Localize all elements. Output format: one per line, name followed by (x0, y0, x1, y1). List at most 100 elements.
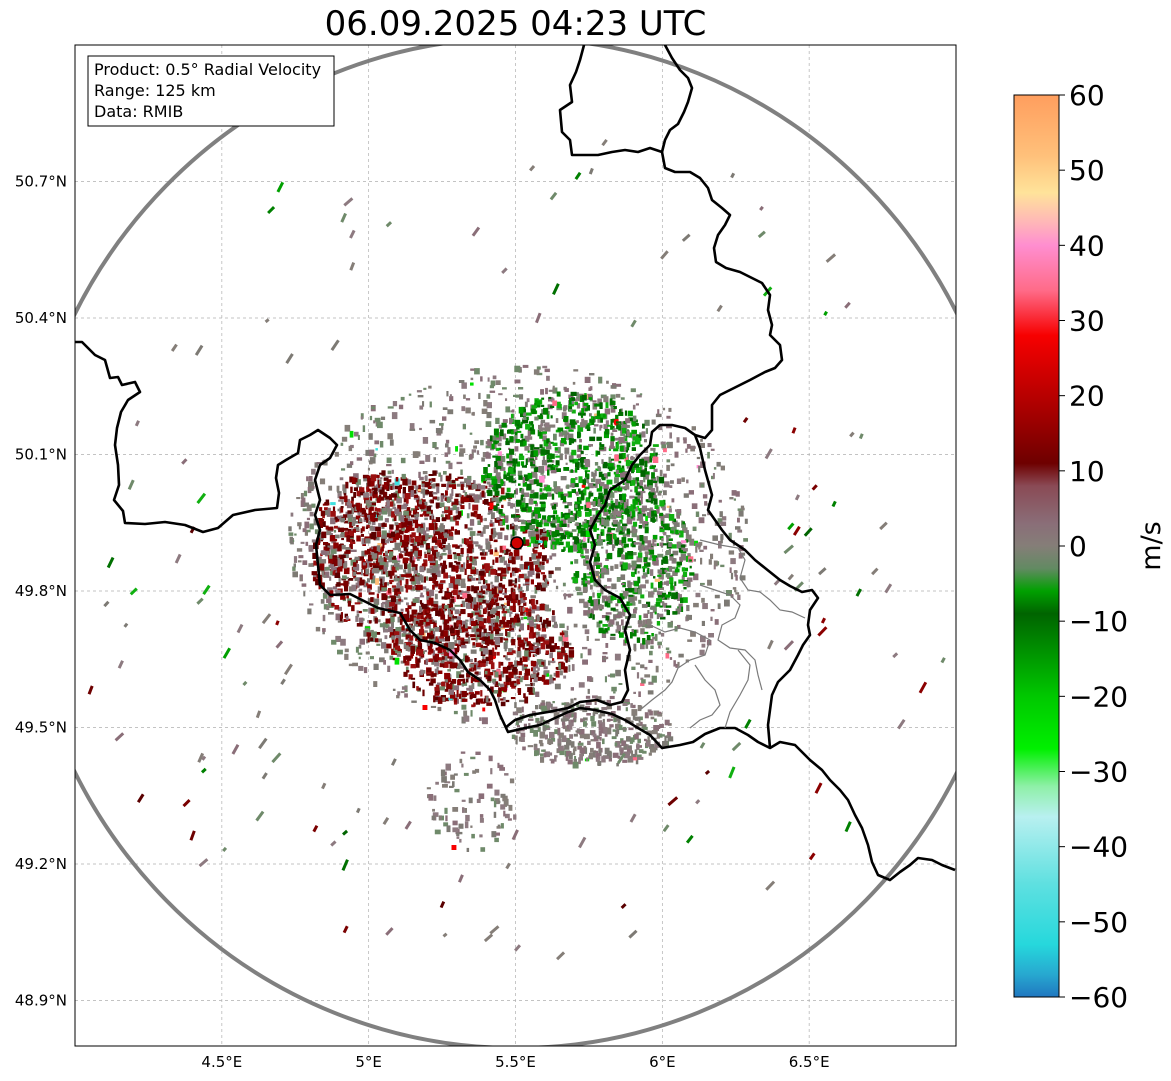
echo-pixel (435, 696, 439, 701)
echo-pixel (609, 619, 615, 625)
echo-pixel (421, 480, 426, 488)
echo-pixel (480, 624, 484, 630)
echo-pixel (633, 647, 637, 652)
echo-pixel (550, 415, 553, 419)
echo-pixel (433, 637, 436, 642)
echo-pixel (492, 647, 495, 653)
echo-pixel (494, 461, 498, 468)
echo-pixel (636, 672, 640, 679)
echo-pixel (488, 672, 494, 676)
echo-pixel (537, 672, 540, 676)
echo-pixel (645, 428, 648, 434)
echo-pixel (626, 442, 631, 448)
echo-pixel (343, 563, 348, 569)
echo-pixel (618, 487, 623, 491)
echo-pixel (633, 503, 636, 509)
echo-pixel (423, 507, 428, 512)
echo-pixel (490, 638, 494, 645)
echo-pixel (546, 618, 549, 621)
echo-pixel (514, 435, 518, 440)
echo-pixel (630, 613, 636, 618)
echo-pixel (344, 653, 349, 660)
echo-pixel (312, 577, 317, 582)
echo-pixel (360, 579, 365, 585)
echo-pixel (577, 511, 582, 517)
echo-pixel (627, 580, 631, 588)
echo-pixel (389, 580, 393, 585)
echo-pixel (535, 400, 541, 406)
echo-pixel (511, 556, 515, 563)
echo-pixel (552, 658, 555, 664)
echo-pixel (498, 687, 502, 694)
echo-pixel (478, 392, 481, 399)
echo-pixel (639, 535, 644, 542)
echo-pixel (383, 561, 389, 567)
echo-pixel (656, 506, 660, 514)
echo-pixel (456, 621, 460, 627)
echo-pixel (509, 467, 516, 475)
echo-pixel (457, 564, 461, 570)
echo-pixel (532, 654, 535, 657)
echo-pixel (371, 526, 376, 531)
echo-pixel (478, 682, 484, 687)
echo-pixel (538, 466, 545, 473)
echo-pixel (464, 538, 467, 545)
echo-pixel (647, 690, 654, 695)
echo-pixel (549, 677, 554, 684)
echo-pixel (503, 613, 506, 620)
echo-pixel (636, 556, 643, 563)
echo-pixel (382, 522, 385, 527)
echo-pixel (383, 477, 389, 481)
echo-pixel (404, 547, 407, 553)
echo-pixel (445, 460, 451, 464)
echo-pixel (479, 552, 484, 556)
echo-pixel (344, 495, 348, 503)
echo-pixel (367, 598, 372, 603)
echo-pixel (485, 639, 490, 645)
echo-pixel (322, 628, 326, 632)
echo-pixel (428, 474, 434, 476)
echo-pixel (533, 369, 540, 375)
echo-pixel (413, 570, 419, 574)
echo-pixel (354, 602, 361, 605)
echo-pixel (618, 453, 624, 460)
echo-pixel (674, 581, 677, 586)
echo-pixel (528, 530, 534, 537)
echo-pixel (669, 505, 672, 509)
echo-pixel (489, 390, 496, 393)
echo-pixel (504, 517, 509, 523)
echo-pixel (385, 475, 392, 478)
echo-pixel (432, 607, 438, 611)
echo-pixel (463, 394, 466, 399)
echo-pixel (614, 653, 621, 661)
echo-pixel (340, 533, 345, 538)
echo-pixel (418, 649, 424, 656)
echo-pixel (605, 402, 609, 409)
echo-pixel (520, 616, 524, 621)
echo-pixel (500, 513, 506, 516)
echo-pixel (630, 516, 634, 519)
echo-pixel (380, 602, 384, 610)
echo-pixel (624, 508, 630, 515)
echo-pixel (546, 438, 550, 444)
echo-pixel (344, 613, 348, 618)
echo-pixel (443, 651, 448, 657)
echo-pixel (609, 513, 613, 518)
echo-pixel (563, 406, 567, 412)
echo-pixel (570, 512, 574, 516)
echo-pixel (521, 573, 527, 577)
echo-pixel (516, 500, 522, 505)
echo-pixel (369, 630, 374, 633)
echo-pixel (437, 682, 443, 686)
echo-pixel (491, 588, 497, 595)
echo-pixel (511, 431, 514, 435)
echo-pixel (505, 699, 510, 703)
echo-pixel (516, 424, 520, 427)
echo-pixel (615, 510, 622, 516)
echo-pixel (618, 412, 624, 416)
echo-pixel (597, 499, 601, 506)
echo-pixel (583, 402, 589, 406)
echo-pixel (489, 595, 493, 601)
echo-pixel (604, 676, 607, 683)
echo-pixel (583, 601, 589, 606)
